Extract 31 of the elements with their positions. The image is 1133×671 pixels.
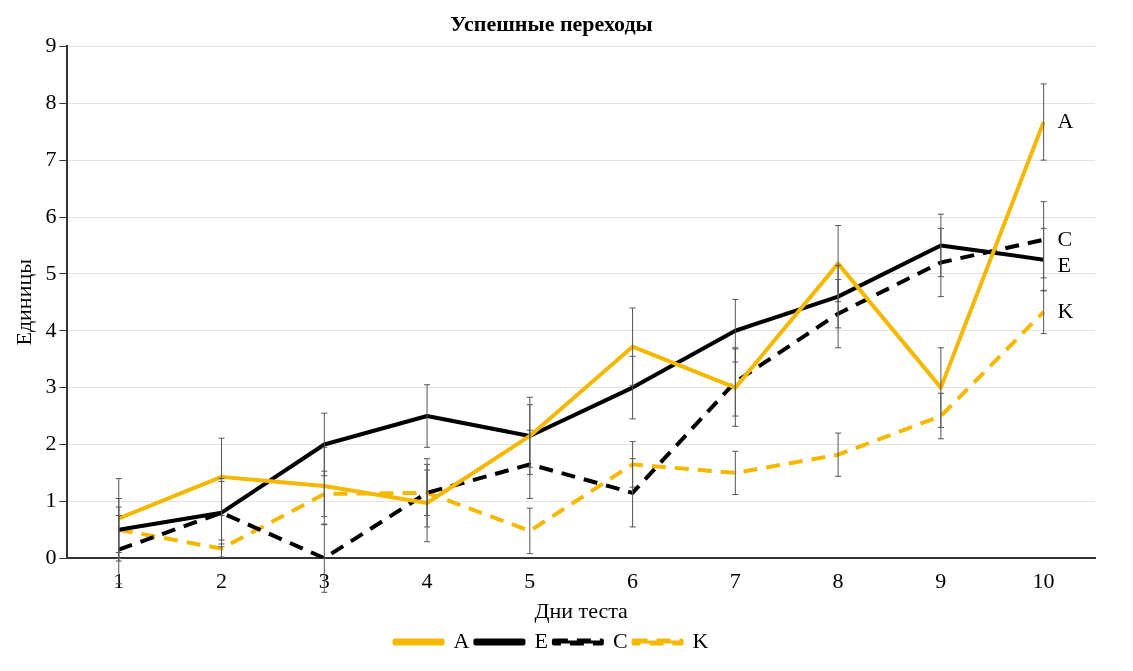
legend-label: C (612, 627, 628, 653)
x-tick-label: 4 (421, 568, 433, 594)
x-tick-label: 2 (216, 568, 228, 594)
x-tick-label: 8 (832, 568, 844, 594)
text: C (1057, 225, 1073, 251)
x-tick-label: 1 (113, 568, 125, 594)
chart-title: Успешные переходы (450, 10, 653, 36)
y-tick-label: 8 (45, 89, 57, 115)
x-tick-label: 5 (524, 568, 536, 594)
y-axis-title: Единицы (10, 258, 36, 346)
y-tick-label: 1 (45, 487, 57, 513)
text: E (1057, 251, 1072, 277)
text: K (1057, 297, 1074, 323)
y-tick-label: 6 (45, 202, 57, 228)
legend-label: E (534, 627, 548, 653)
y-tick-label: 9 (45, 32, 57, 58)
y-tick-label: 2 (45, 430, 57, 456)
x-axis-title: Дни теста (534, 597, 629, 623)
x-tick-label: 10 (1032, 568, 1055, 594)
x-tick-label: 3 (318, 568, 330, 594)
y-tick-label: 3 (45, 373, 57, 399)
y-tick-label: 7 (45, 145, 57, 171)
y-tick-label: 0 (45, 543, 57, 569)
y-tick-label: 4 (45, 316, 57, 342)
x-tick-label: 9 (935, 568, 947, 594)
y-tick-label: 5 (45, 259, 57, 285)
legend-label: A (453, 627, 470, 653)
x-tick-label: 7 (729, 568, 741, 594)
text: A (1057, 107, 1074, 133)
legend-label: K (692, 627, 709, 653)
x-tick-label: 6 (627, 568, 639, 594)
